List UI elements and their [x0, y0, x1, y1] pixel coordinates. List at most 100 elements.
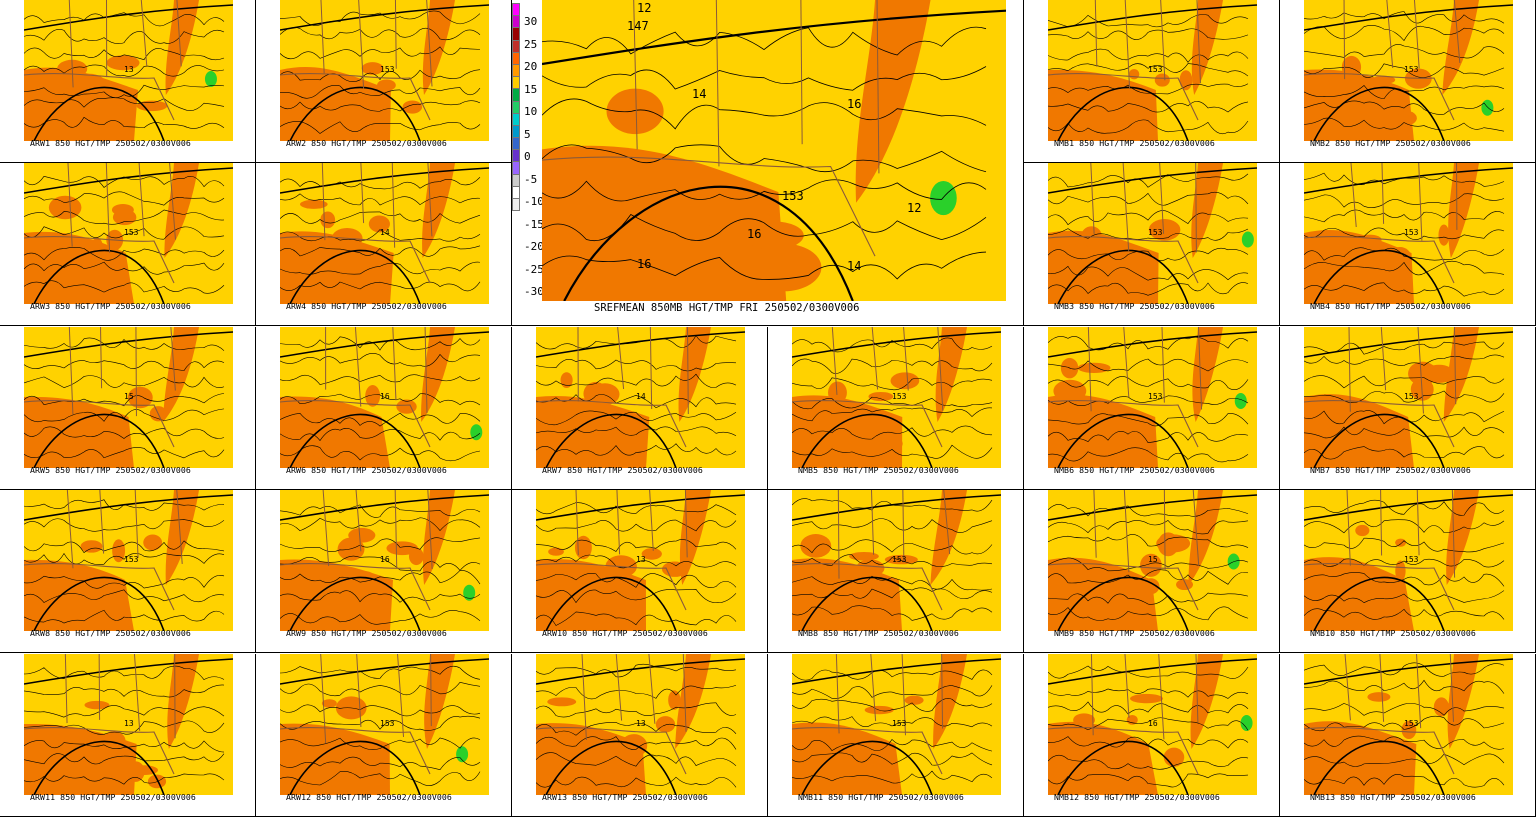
member-panel: 153 NMB2 850 HGT/TMP 250502/0300V006 — [1280, 0, 1536, 163]
colorbar-tick-label: 0 — [524, 150, 531, 163]
contour-label: 15 — [124, 392, 134, 401]
colorbar-tick-label: -5 — [524, 172, 538, 186]
member-label: ARW12 850 HGT/TMP 250502/0300V006 — [286, 792, 452, 802]
member-map: 14 — [280, 163, 489, 304]
member-map: 14 — [536, 327, 745, 468]
colorbar-tick-label: -20 — [524, 240, 544, 253]
colorbar-swatch — [512, 162, 520, 175]
member-map: 16 — [280, 490, 489, 631]
contour-label: 147 — [627, 19, 649, 33]
member-map: 153 — [1304, 0, 1513, 141]
member-panel: 14 ARW4 850 HGT/TMP 250502/0300V006 — [256, 163, 512, 326]
member-label: NMB7 850 HGT/TMP 250502/0300V006 — [1310, 465, 1471, 475]
member-map: 153 — [792, 654, 1001, 795]
contour-label: 14 — [380, 228, 390, 237]
member-map: 16 — [1048, 654, 1257, 795]
contour-label: 13 — [636, 719, 646, 728]
member-panel: 16 ARW9 850 HGT/TMP 250502/0300V006 — [256, 490, 512, 653]
member-panel: 13 ARW1 850 HGT/TMP 250502/0300V006 — [0, 0, 256, 163]
member-label: NMB4 850 HGT/TMP 250502/0300V006 — [1310, 301, 1471, 311]
colorbar-tick-label: 20 — [524, 60, 538, 73]
member-panel: 16 ARW6 850 HGT/TMP 250502/0300V006 — [256, 327, 512, 490]
colorbar-swatch — [512, 16, 520, 29]
member-label: NMB9 850 HGT/TMP 250502/0300V006 — [1054, 628, 1215, 638]
contour-label: 13 — [636, 555, 646, 564]
contour-label: 16 — [847, 97, 861, 111]
contour-label: 153 — [892, 555, 907, 564]
colorbar-tick-label: -30 — [524, 285, 544, 298]
member-map: 153 — [1304, 654, 1513, 795]
colorbar-tick-label: -25 — [524, 262, 544, 276]
colorbar-swatch — [512, 125, 520, 139]
member-map: 16 — [280, 327, 489, 468]
member-panel: 153 NMB3 850 HGT/TMP 250502/0300V006 — [1024, 163, 1280, 326]
member-panel: 15 ARW5 850 HGT/TMP 250502/0300V006 — [0, 327, 256, 490]
member-label: ARW4 850 HGT/TMP 250502/0300V006 — [286, 301, 447, 311]
member-label: NMB2 850 HGT/TMP 250502/0300V006 — [1310, 138, 1471, 148]
colorbar-tick-label: 10 — [524, 105, 538, 118]
member-label: ARW5 850 HGT/TMP 250502/0300V006 — [30, 465, 191, 475]
contour-label: 16 — [380, 392, 390, 401]
member-map: 153 — [24, 163, 233, 304]
member-map: 13 — [536, 490, 745, 631]
contour-label: 16 — [747, 227, 761, 241]
member-map: 153 — [1304, 490, 1513, 631]
member-label: NMB8 850 HGT/TMP 250502/0300V006 — [798, 628, 959, 638]
member-label: ARW1 850 HGT/TMP 250502/0300V006 — [30, 138, 191, 148]
contour-label: 16 — [380, 555, 390, 564]
member-label: ARW13 850 HGT/TMP 250502/0300V006 — [542, 792, 708, 802]
member-label: ARW7 850 HGT/TMP 250502/0300V006 — [542, 465, 703, 475]
member-label: NMB3 850 HGT/TMP 250502/0300V006 — [1054, 301, 1215, 311]
colorbar-tick-label: -10 — [524, 195, 544, 208]
contour-label: 15 — [1148, 555, 1158, 564]
member-panel: 16 NMB12 850 HGT/TMP 250502/0300V006 — [1024, 654, 1280, 817]
colorbar-tick-label: 15 — [524, 82, 538, 96]
colorbar-swatch — [512, 3, 520, 17]
member-map: 13 — [24, 654, 233, 795]
contour-label: 153 — [782, 189, 804, 203]
colorbar-swatch — [512, 52, 520, 65]
colorbar-tick-label: 5 — [524, 127, 531, 141]
colorbar-swatch — [512, 199, 520, 212]
member-label: ARW9 850 HGT/TMP 250502/0300V006 — [286, 628, 447, 638]
member-panel: 153 NMB7 850 HGT/TMP 250502/0300V006 — [1280, 327, 1536, 490]
colorbar-swatch — [512, 40, 520, 53]
member-panel: 153 NMB4 850 HGT/TMP 250502/0300V006 — [1280, 163, 1536, 326]
member-map: 153 — [1304, 327, 1513, 468]
colorbar-tick-label: 30 — [524, 15, 538, 28]
member-map: 153 — [24, 490, 233, 631]
colorbar-swatch — [512, 138, 520, 151]
member-map: 153 — [792, 490, 1001, 631]
colorbar-swatch — [512, 28, 520, 41]
contour-label: 153 — [1404, 65, 1419, 74]
temperature-colorbar: 30 25 20 15 10 5 0 -5 -10 -15 -20 -25 -30 — [512, 3, 544, 298]
contour-label: 153 — [124, 228, 139, 237]
member-panel: 153 NMB6 850 HGT/TMP 250502/0300V006 — [1024, 327, 1280, 490]
colorbar-swatch — [512, 77, 520, 90]
member-label: ARW6 850 HGT/TMP 250502/0300V006 — [286, 465, 447, 475]
contour-label: 153 — [380, 65, 395, 74]
member-label: ARW8 850 HGT/TMP 250502/0300V006 — [30, 628, 191, 638]
contour-label: 153 — [892, 392, 907, 401]
member-label: NMB11 850 HGT/TMP 250502/0300V006 — [798, 792, 964, 802]
member-panel: 153 NMB11 850 HGT/TMP 250502/0300V006 — [768, 654, 1024, 817]
member-panel: 153 ARW8 850 HGT/TMP 250502/0300V006 — [0, 490, 256, 653]
colorbar-swatch — [512, 186, 520, 199]
member-panel: 13 ARW11 850 HGT/TMP 250502/0300V006 — [0, 654, 256, 817]
member-map: 153 — [1048, 0, 1257, 141]
contour-label: 13 — [124, 719, 134, 728]
contour-label: 12 — [907, 201, 921, 215]
contour-label: 153 — [1404, 719, 1419, 728]
member-map: 15 — [1048, 490, 1257, 631]
member-label: NMB1 850 HGT/TMP 250502/0300V006 — [1054, 138, 1215, 148]
member-map: 153 — [280, 654, 489, 795]
member-panel: 15 NMB9 850 HGT/TMP 250502/0300V006 — [1024, 490, 1280, 653]
member-panel: 153 NMB1 850 HGT/TMP 250502/0300V006 — [1024, 0, 1280, 163]
contour-label: 12 — [637, 1, 651, 15]
member-panel: 13 ARW10 850 HGT/TMP 250502/0300V006 — [512, 490, 768, 653]
member-panel: 153 NMB10 850 HGT/TMP 250502/0300V006 — [1280, 490, 1536, 653]
member-label: NMB13 850 HGT/TMP 250502/0300V006 — [1310, 792, 1476, 802]
member-map: 13 — [536, 654, 745, 795]
contour-label: 14 — [847, 259, 861, 273]
contour-label: 14 — [692, 87, 706, 101]
